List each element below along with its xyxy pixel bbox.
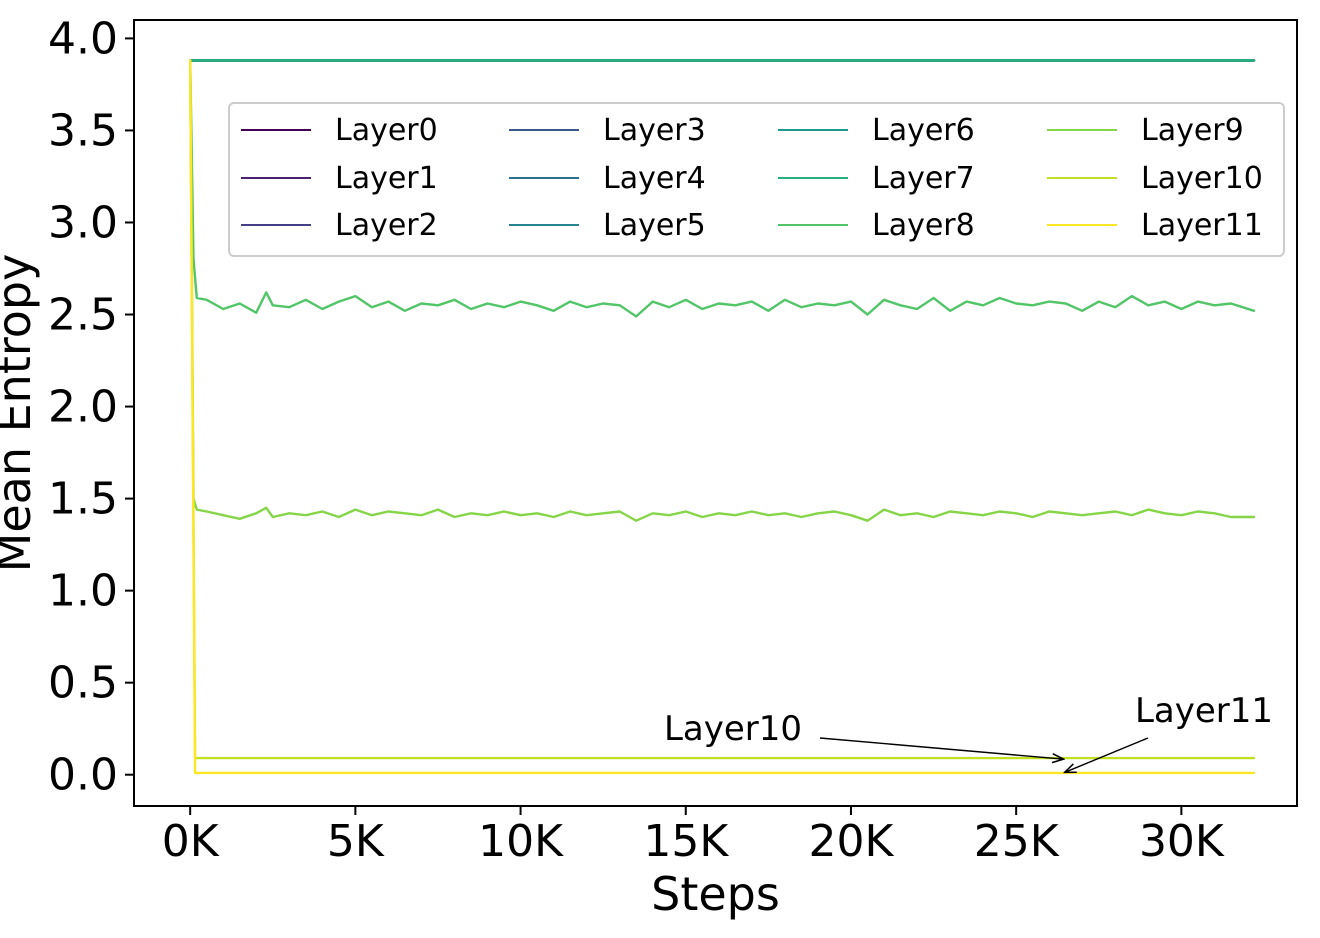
series-line-layer8	[188, 59, 1256, 318]
legend: Layer0 Layer1 Layer2 Layer3 Layer4 Layer5 Laye…	[228, 102, 1285, 257]
x-tick-label: 10K	[478, 816, 564, 867]
y-tick-label: 3.0	[48, 197, 118, 248]
annotation-label: Layer11	[1135, 691, 1273, 731]
x-tick-label: 15K	[643, 816, 729, 867]
y-tick-label: 0.0	[48, 750, 118, 801]
y-tick-label: 3.5	[48, 105, 118, 156]
series-line-layer11	[188, 59, 1256, 775]
x-axis-label: Steps	[651, 867, 780, 921]
annotation-label: Layer10	[664, 709, 802, 749]
legend-label: Layer4	[603, 161, 706, 196]
y-tick-label: 0.5	[48, 658, 118, 709]
axes-frame	[133, 19, 1298, 807]
x-tick-label: 5K	[327, 816, 385, 867]
legend-label: Layer3	[603, 113, 706, 148]
legend-label: Layer8	[872, 208, 975, 243]
y-tick-label: 4.0	[48, 13, 118, 64]
x-tick-label: 0K	[162, 816, 220, 867]
legend-label: Layer2	[335, 208, 438, 243]
legend-label: Layer7	[872, 161, 975, 196]
annotation-arrow	[1066, 737, 1149, 772]
legend-label: Layer10	[1141, 161, 1263, 196]
series-lines	[188, 59, 1256, 775]
legend-label: Layer6	[872, 113, 975, 148]
x-tick-label: 30K	[1139, 816, 1225, 867]
y-axis-label: Mean Entropy	[0, 254, 41, 573]
legend-label: Layer5	[603, 208, 706, 243]
y-tick-label: 2.5	[48, 290, 118, 341]
annotations: Layer10 Layer11	[664, 691, 1273, 772]
legend-box	[228, 102, 1285, 257]
legend-label: Layer9	[1141, 113, 1244, 148]
legend-label: Layer0	[335, 113, 438, 148]
axes	[133, 19, 1298, 807]
y-tick-label: 1.0	[48, 566, 118, 617]
y-tick-label: 2.0	[48, 382, 118, 433]
ticks: 0K 5K 10K 15K 20K 25K 30K 0.0 0.5 1.0 1.5 2.0 2.5 3.0…	[48, 13, 1225, 867]
x-tick-label: 25K	[974, 816, 1060, 867]
legend-label: Layer11	[1141, 208, 1263, 243]
y-tick-label: 1.5	[48, 474, 118, 525]
annotation-arrow	[819, 737, 1062, 759]
legend-label: Layer1	[335, 161, 438, 196]
x-tick-label: 20K	[809, 816, 895, 867]
series-line-layer9	[188, 59, 1256, 522]
